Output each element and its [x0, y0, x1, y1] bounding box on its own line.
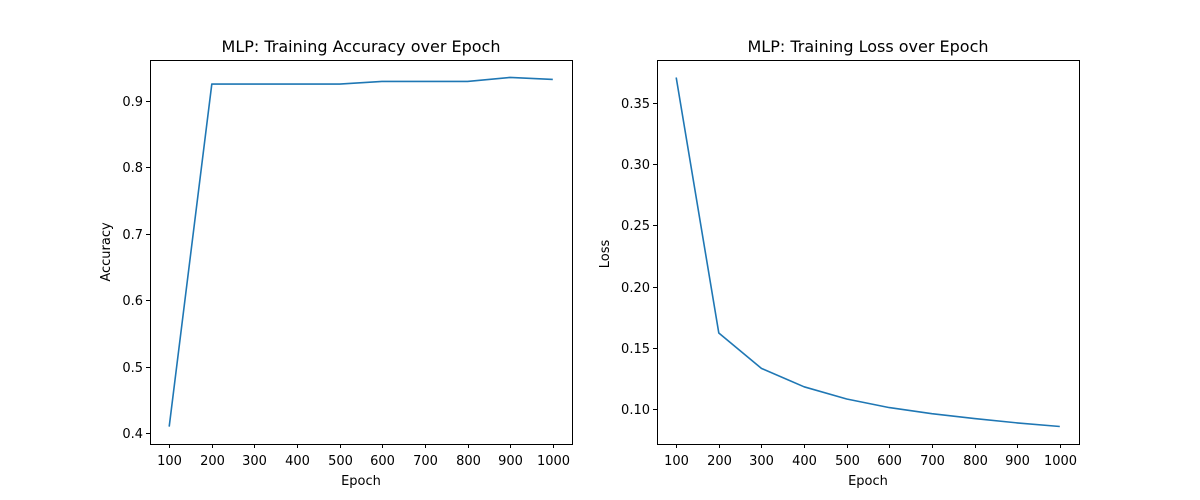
loss-series-line [675, 77, 1060, 428]
loss-y-tick-label: 0.10 [621, 403, 650, 418]
accuracy-x-tick-label: 200 [200, 454, 225, 469]
loss-x-tick-label: 500 [835, 454, 860, 469]
loss-x-tick-label: 1000 [1044, 454, 1077, 469]
loss-chart-marks: 100 200 300 400 500 600 700 800 900 1000 0.10 0.15 0… [621, 77, 1077, 469]
accuracy-y-tick-label: 0.7 [122, 228, 143, 243]
loss-x-tick-label: 900 [1005, 454, 1030, 469]
loss-y-tick-label: 0.35 [621, 97, 650, 112]
loss-x-axis-label: Epoch [848, 474, 888, 489]
loss-y-tick-label: 0.30 [621, 158, 650, 173]
accuracy-x-tick-label: 700 [413, 454, 438, 469]
accuracy-y-axis-label: Accuracy [99, 222, 114, 282]
loss-x-tick-label: 600 [877, 454, 902, 469]
loss-y-axis-label: Loss [598, 240, 613, 269]
loss-y-tick-label: 0.20 [621, 281, 650, 296]
accuracy-x-tick-label: 500 [328, 454, 353, 469]
accuracy-x-tick-label: 300 [242, 454, 267, 469]
accuracy-y-tick-label: 0.6 [122, 294, 143, 309]
accuracy-x-tick-label: 1000 [537, 454, 570, 469]
accuracy-x-tick-label: 900 [498, 454, 523, 469]
loss-chart: MLP: Training Loss over Epoch 100 200 300 4… [598, 37, 1080, 489]
loss-x-tick-label: 100 [664, 454, 689, 469]
accuracy-y-tick-label: 0.4 [122, 427, 143, 442]
loss-y-tick-label: 0.15 [621, 342, 650, 357]
loss-x-tick-label: 800 [963, 454, 988, 469]
loss-y-tick-label: 0.25 [621, 219, 650, 234]
loss-plot-area [657, 60, 1080, 445]
accuracy-plot-area [150, 60, 573, 445]
accuracy-x-axis-label: Epoch [341, 474, 381, 489]
accuracy-chart-marks: 100 200 300 400 500 600 700 800 900 1000 0.4 0.5 0.6… [122, 76, 570, 469]
loss-x-tick-label: 300 [749, 454, 774, 469]
loss-x-tick-label: 200 [707, 454, 732, 469]
accuracy-x-tick-label: 100 [157, 454, 182, 469]
accuracy-x-tick-label: 600 [370, 454, 395, 469]
loss-chart-title: MLP: Training Loss over Epoch [748, 37, 989, 56]
accuracy-chart-title: MLP: Training Accuracy over Epoch [222, 37, 501, 56]
accuracy-series-line [168, 76, 553, 427]
accuracy-chart: MLP: Training Accuracy over Epoch 100 200… [99, 37, 573, 489]
accuracy-y-tick-label: 0.9 [122, 95, 143, 110]
accuracy-y-tick-label: 0.5 [122, 361, 143, 376]
accuracy-y-tick-label: 0.8 [122, 161, 143, 176]
loss-x-tick-label: 400 [792, 454, 817, 469]
accuracy-x-tick-label: 800 [456, 454, 481, 469]
loss-x-tick-label: 700 [920, 454, 945, 469]
accuracy-x-tick-label: 400 [285, 454, 310, 469]
